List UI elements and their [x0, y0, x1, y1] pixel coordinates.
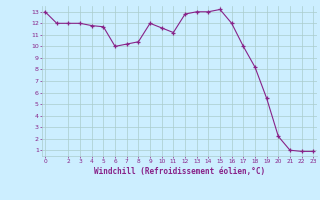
X-axis label: Windchill (Refroidissement éolien,°C): Windchill (Refroidissement éolien,°C)	[94, 167, 265, 176]
